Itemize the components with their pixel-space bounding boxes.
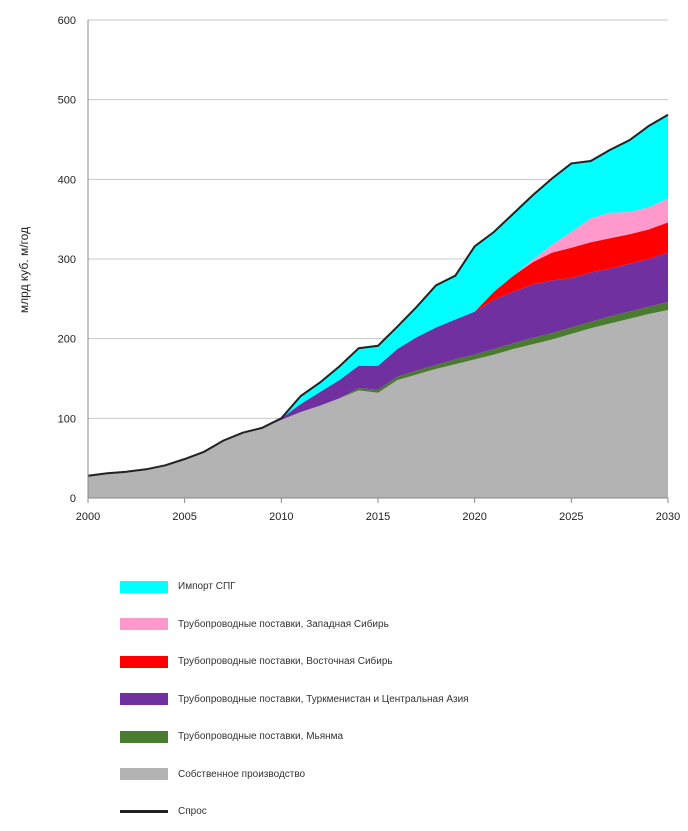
legend-label: Спрос xyxy=(178,806,207,818)
x-tick-label: 2000 xyxy=(76,511,100,523)
legend-item: Собственное производство xyxy=(120,756,660,794)
area-chart: 0 100 200 300 400 500 600 2000 2005 2010 2015 2020 2… xyxy=(17,15,681,523)
legend-swatch xyxy=(120,693,168,706)
demand-series-line xyxy=(87,113,669,477)
y-tick-label: 200 xyxy=(58,334,76,346)
y-axis-label: млрд куб. м/год xyxy=(17,227,31,313)
area-series-1 xyxy=(88,302,668,476)
legend-label: Трубопроводные поставки, Западная Сибирь xyxy=(178,618,389,630)
gridlines xyxy=(88,19,668,499)
legend-label: Трубопроводные поставки, Восточная Сибир… xyxy=(178,656,393,668)
legend-swatch xyxy=(120,768,168,781)
y-tick-label: 500 xyxy=(58,95,76,107)
legend-item: Трубопроводные поставки, Западная Сибирь xyxy=(120,606,660,644)
y-tick-label: 400 xyxy=(58,174,76,186)
x-tick-label: 2015 xyxy=(366,511,390,523)
x-tick-label: 2010 xyxy=(269,511,293,523)
x-tick-label: 2030 xyxy=(656,511,680,523)
legend-label: Собственное производство xyxy=(178,768,306,780)
legend-swatch xyxy=(120,730,168,743)
legend-item: Спрос xyxy=(120,793,660,831)
x-tick-label: 2025 xyxy=(559,511,583,523)
area-series-3 xyxy=(88,222,668,476)
legend-item: Импорт СПГ xyxy=(120,568,660,606)
y-tick-label: 100 xyxy=(58,413,76,425)
legend: Импорт СПГ Трубопроводные поставки, Запад… xyxy=(120,568,660,831)
area-series-4 xyxy=(88,198,668,476)
legend-item: Трубопроводные поставки, Восточная Сибир… xyxy=(120,643,660,681)
legend-label: Трубопроводные поставки, Мьянма xyxy=(178,731,344,743)
x-tick-label: 2020 xyxy=(462,511,486,523)
demand-line xyxy=(87,113,669,477)
legend-label: Импорт СПГ xyxy=(178,581,236,593)
area-series-0 xyxy=(88,310,668,498)
y-tick-label: 300 xyxy=(58,254,76,266)
legend-label: Трубопроводные поставки, Туркменистан и … xyxy=(178,693,469,705)
legend-swatch xyxy=(120,618,168,631)
legend-item: Трубопроводные поставки, Мьянма xyxy=(120,718,660,756)
area-series-2 xyxy=(88,252,668,476)
y-tick-label: 600 xyxy=(58,15,76,27)
legend-item: Трубопроводные поставки, Туркменистан и … xyxy=(120,681,660,719)
legend-swatch xyxy=(120,655,168,668)
x-tick-label: 2005 xyxy=(172,511,196,523)
legend-swatch xyxy=(120,580,168,593)
axes: 0 100 200 300 400 500 600 2000 2005 2010 2015 2020 2… xyxy=(58,15,681,523)
stacked-areas xyxy=(88,114,668,498)
legend-swatch xyxy=(120,810,168,814)
y-tick-label: 0 xyxy=(70,493,76,505)
